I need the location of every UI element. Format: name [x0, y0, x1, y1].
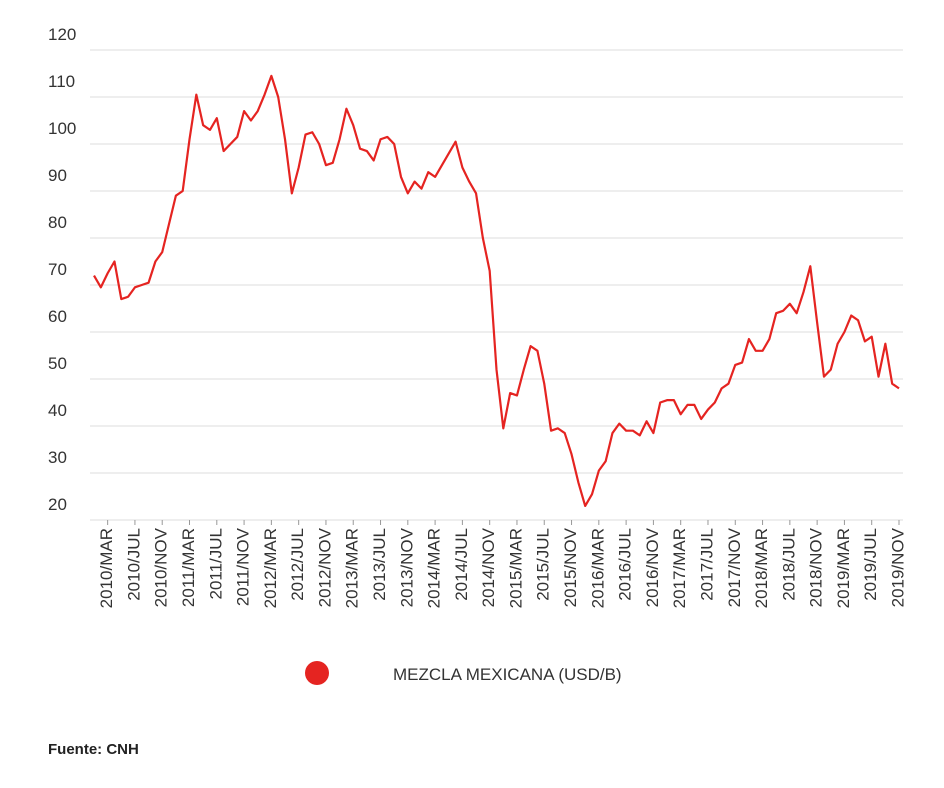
data-line: [93, 74, 900, 507]
x-tick-label: 2010/NOV: [152, 527, 171, 607]
x-tick-label: 2011/MAR: [179, 528, 198, 607]
x-tick-label: 2012/NOV: [315, 527, 334, 607]
x-tick-label: 2010/JUL: [124, 528, 143, 601]
x-tick-label: 2014/JUL: [452, 528, 471, 601]
x-tick-label: 2019/NOV: [888, 527, 907, 607]
y-tick-label: 40: [48, 401, 67, 420]
y-tick-label: 60: [48, 307, 67, 326]
x-tick-label: 2019/JUL: [861, 528, 880, 601]
x-tick-label: 2014/MAR: [425, 528, 444, 608]
x-tick-label: 2014/NOV: [479, 527, 498, 607]
source: Fuente: CNH: [48, 741, 139, 758]
x-tick-label: 2011/NOV: [234, 527, 253, 606]
y-tick-label: 110: [48, 72, 75, 91]
y-tick-label: 120: [48, 25, 76, 44]
x-tick-label: 2013/JUL: [370, 528, 389, 601]
x-tick-label: 2018/MAR: [752, 528, 771, 608]
x-tick-label: 2018/NOV: [807, 527, 826, 607]
x-tick-label: 2017/MAR: [670, 528, 689, 608]
y-tick-label: 30: [48, 448, 67, 467]
legend-marker: [305, 661, 329, 685]
x-tick-label: 2011/JUL: [206, 528, 225, 600]
x-tick-label: 2013/NOV: [397, 527, 416, 607]
x-tick-label: 2017/NOV: [725, 527, 744, 607]
x-tick-label: 2016/JUL: [616, 528, 635, 601]
x-tick-label: 2013/MAR: [343, 528, 362, 608]
y-tick-label: 90: [48, 166, 67, 185]
x-tick-label: 2017/JUL: [697, 528, 716, 601]
y-tick-label: 20: [48, 495, 67, 514]
x-tick-label: 2015/MAR: [506, 528, 525, 608]
y-tick-label: 50: [48, 354, 67, 373]
x-tick-label: 2018/JUL: [779, 528, 798, 601]
y-tick-label: 80: [48, 213, 67, 232]
x-tick-label: 2010/MAR: [97, 528, 116, 608]
x-tick-label: 2012/JUL: [288, 528, 307, 601]
x-tick-label: 2012/MAR: [261, 528, 280, 608]
legend-label: MEZCLA MEXICANA (USD/B): [393, 665, 622, 684]
x-tick-label: 2016/MAR: [588, 528, 607, 608]
x-tick-label: 2019/MAR: [834, 528, 853, 608]
y-tick-label: 100: [48, 119, 76, 138]
x-tick-label: 2015/JUL: [534, 528, 553, 601]
x-tick-label: 2015/NOV: [561, 527, 580, 607]
y-tick-label: 70: [48, 260, 67, 279]
x-tick-label: 2016/NOV: [643, 527, 662, 607]
